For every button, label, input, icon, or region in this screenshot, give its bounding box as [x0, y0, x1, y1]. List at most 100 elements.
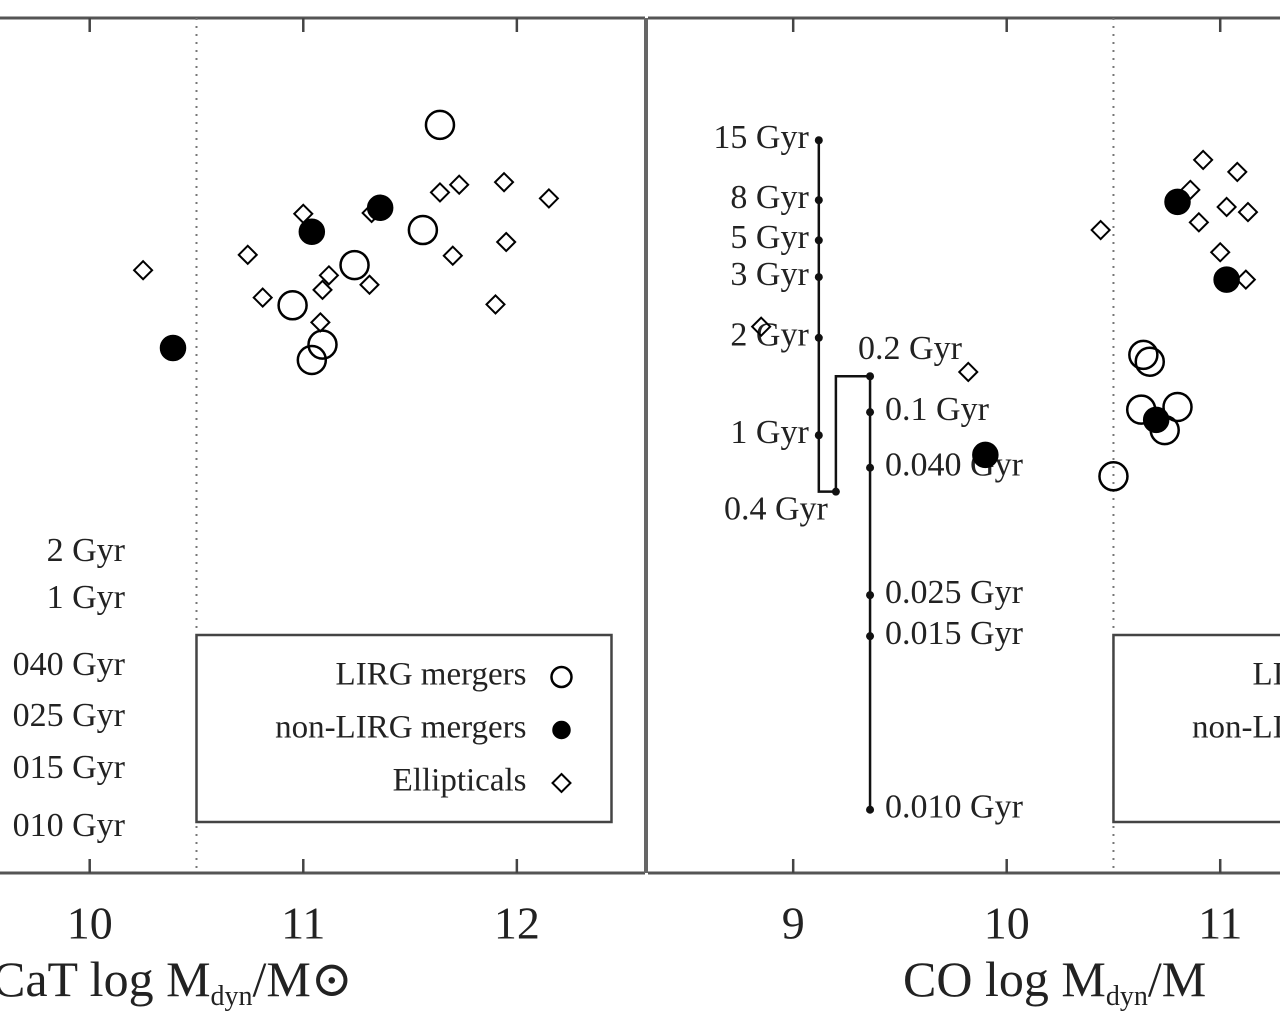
x-label-main: CO log M	[903, 951, 1106, 1007]
lirg-marker	[407, 214, 439, 246]
track-point	[814, 333, 823, 342]
legend-box	[1112, 633, 1280, 824]
lirg-marker	[1162, 391, 1193, 423]
nonlirg-marker	[298, 218, 326, 245]
legend-label: Ellipticals	[393, 763, 527, 799]
elliptical-marker	[252, 287, 274, 308]
elliptical-marker	[1226, 161, 1248, 183]
elliptical-marker	[1235, 269, 1257, 291]
lirg-marker	[1134, 346, 1166, 377]
elliptical-marker	[538, 187, 560, 209]
x-tick-label: 11	[281, 898, 325, 949]
elliptical-marker	[442, 245, 464, 267]
nonlirg-marker	[1142, 406, 1170, 434]
track-line	[817, 435, 836, 493]
elliptical-marker	[309, 311, 331, 333]
nonlirg-marker	[1213, 266, 1240, 293]
elliptical-marker	[312, 279, 333, 301]
track-point	[866, 463, 875, 472]
x-label-tail: /M	[1148, 951, 1206, 1007]
track-point	[814, 236, 823, 245]
track-label: 010 Gyr	[13, 807, 126, 844]
track-point	[814, 136, 823, 145]
track-label: 0.015 Gyr	[885, 615, 1024, 652]
elliptical-marker	[361, 202, 383, 224]
x-tick-label: 11	[1198, 898, 1242, 949]
elliptical-marker	[237, 244, 259, 266]
nonlirg-marker	[366, 194, 394, 222]
track-label: 1 Gyr	[730, 414, 809, 451]
elliptical-marker	[1188, 211, 1210, 233]
legend-marker	[550, 665, 573, 689]
legend-box	[195, 633, 613, 824]
x-tick-label: 9	[782, 898, 805, 949]
lirg-marker	[424, 109, 456, 141]
track-label: 025 Gyr	[13, 697, 126, 734]
track-point	[814, 273, 823, 282]
elliptical-marker	[485, 294, 506, 315]
x-label-sub: dyn	[1106, 981, 1148, 1012]
track-label: 3 Gyr	[730, 256, 809, 293]
elliptical-marker	[1216, 196, 1238, 218]
lirg-marker	[296, 344, 328, 376]
track-label: 0.010 Gyr	[885, 789, 1024, 826]
legend-marker	[552, 720, 571, 740]
elliptical-marker	[318, 264, 340, 286]
track-point	[814, 431, 823, 440]
elliptical-marker	[1090, 219, 1112, 241]
track-point	[814, 196, 823, 205]
legend-label: non-LIRG mergers	[1192, 710, 1280, 746]
elliptical-marker	[493, 171, 515, 193]
track-line	[834, 374, 871, 492]
track-label: 0.1 Gyr	[885, 391, 990, 428]
track-point	[866, 632, 875, 641]
track-point	[866, 591, 875, 600]
lirg-marker	[277, 290, 308, 321]
lirg-marker	[339, 249, 370, 281]
track-label: 5 Gyr	[730, 219, 809, 256]
x-tick-label: 12	[494, 898, 540, 949]
track-label: 8 Gyr	[730, 179, 809, 216]
track-point	[866, 372, 875, 381]
nonlirg-marker	[159, 334, 187, 362]
lirg-marker	[1128, 339, 1159, 371]
nonlirg-marker	[1164, 188, 1191, 216]
elliptical-marker	[448, 174, 470, 196]
track-point	[866, 805, 875, 814]
elliptical-marker	[359, 274, 380, 296]
lirg-marker	[1098, 461, 1129, 492]
x-label-tail: /M⊙	[253, 951, 353, 1007]
track-label: 2 Gyr	[730, 317, 809, 354]
track-label: 0.4 Gyr	[724, 490, 829, 527]
x-axis-label: CaT log Mdyn/M⊙	[0, 951, 353, 1012]
track-label: 1 Gyr	[47, 579, 126, 616]
x-label-sub: dyn	[211, 981, 253, 1012]
legend-label: LIRG mergers	[336, 657, 527, 693]
track-label: 0.025 Gyr	[885, 574, 1024, 611]
x-tick-label: 10	[67, 898, 113, 949]
x-label-main: CaT log M	[0, 951, 211, 1007]
track-label: 0.040 Gyr	[885, 447, 1024, 484]
elliptical-marker	[1179, 179, 1201, 201]
elliptical-marker	[1237, 201, 1259, 223]
elliptical-marker	[429, 182, 451, 203]
legend-label: non-LIRG mergers	[275, 710, 526, 746]
track-label: 2 Gyr	[47, 532, 126, 569]
track-point	[866, 408, 875, 417]
track-point	[831, 487, 840, 496]
legend-marker	[551, 772, 572, 794]
legend-label: LIRG mergers	[1253, 657, 1280, 693]
elliptical-marker	[1192, 149, 1214, 171]
track-label: 015 Gyr	[13, 749, 126, 786]
nonlirg-marker	[972, 441, 999, 469]
elliptical-marker	[132, 259, 154, 281]
elliptical-marker	[1209, 241, 1231, 263]
elliptical-marker	[957, 361, 979, 383]
elliptical-marker	[292, 203, 314, 225]
track-label: 0.2 Gyr	[858, 330, 963, 367]
x-axis-label: CO log Mdyn/M	[903, 951, 1206, 1012]
track-label: 040 Gyr	[13, 646, 126, 683]
